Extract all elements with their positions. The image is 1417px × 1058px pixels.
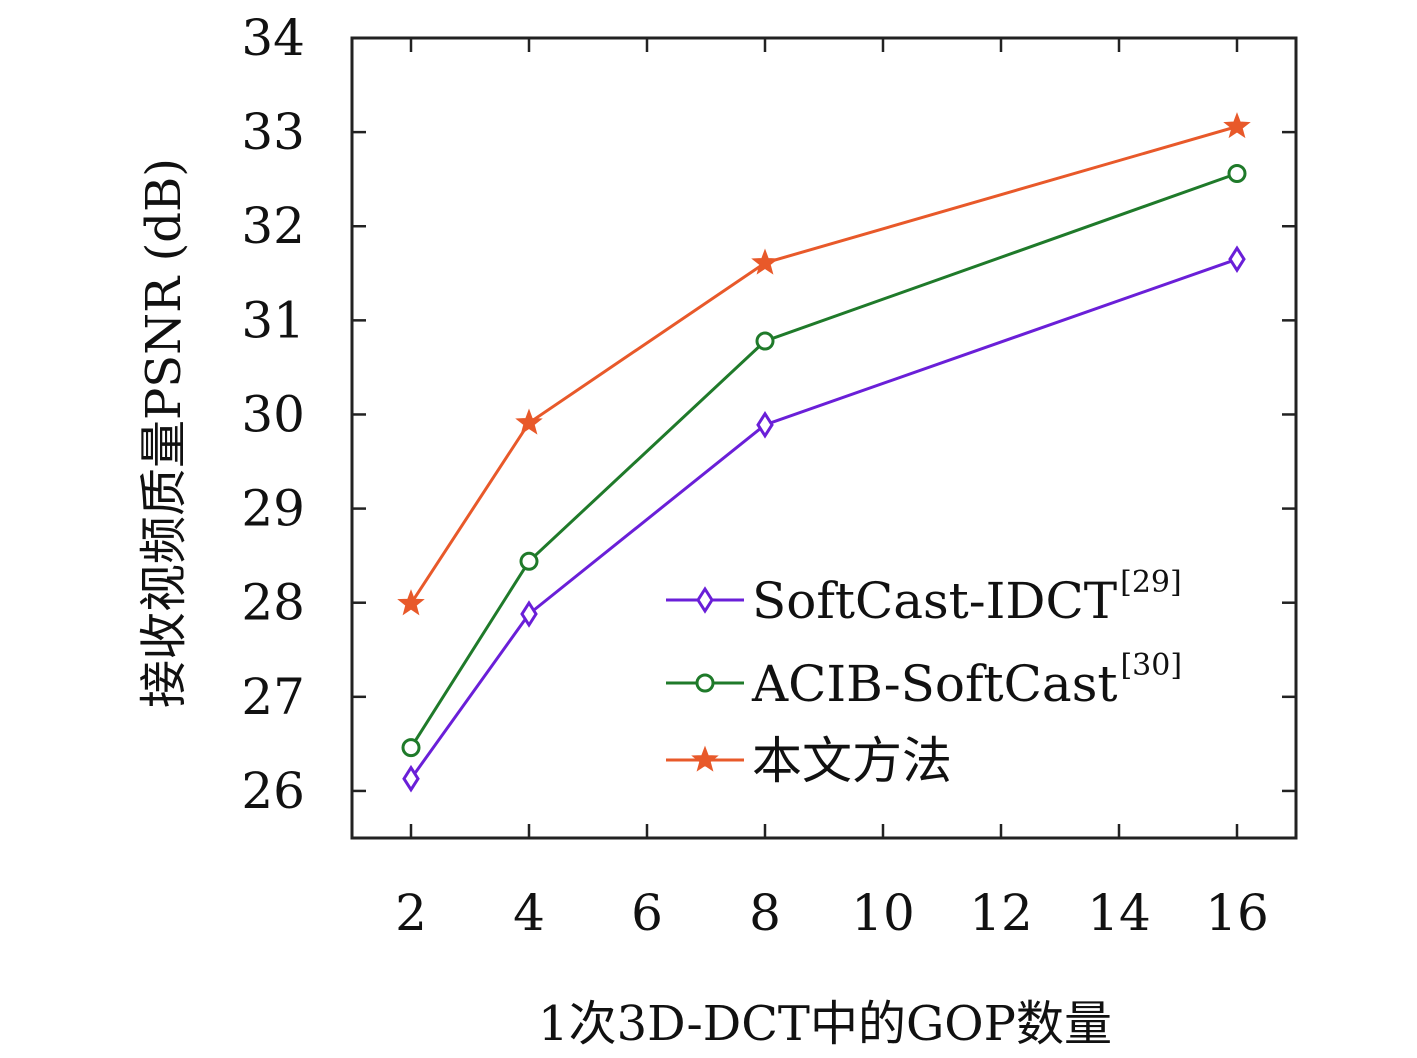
legend-item: ACIB-SoftCast [30] [666, 648, 1182, 713]
data-point-circle [1227, 164, 1247, 184]
legend: SoftCast-IDCT [29] ACIB-SoftCast [30] 本文方法 [666, 565, 1182, 790]
y-tick-label: 32 [241, 197, 305, 255]
y-tick-label: 33 [241, 103, 305, 161]
y-tick-label: 27 [241, 668, 305, 726]
data-point-star [691, 745, 719, 772]
x-tick-label: 16 [1205, 884, 1269, 942]
legend-item: 本文方法 [666, 732, 952, 790]
x-tick-label: 12 [969, 884, 1033, 942]
y-tick-label: 26 [241, 762, 305, 820]
y-axis-title: 接收视频质量PSNR (dB) [136, 158, 192, 708]
legend-ref: [29] [1120, 565, 1182, 600]
data-point-circle [755, 331, 775, 351]
data-point-diamond [696, 586, 714, 614]
data-point-diamond [1228, 245, 1246, 273]
series-line [409, 257, 1238, 780]
data-point-star [397, 589, 425, 616]
legend-label: SoftCast-IDCT [752, 572, 1117, 630]
data-point-circle [401, 738, 421, 758]
x-tick-label: 14 [1087, 884, 1151, 942]
series-0 [402, 245, 1246, 793]
x-tick-label: 8 [749, 884, 781, 942]
legend-label: 本文方法 [752, 732, 952, 790]
data-point-diamond [520, 600, 538, 628]
series-1 [401, 164, 1247, 758]
data-point-star [515, 408, 543, 435]
data-point-diamond [756, 411, 774, 439]
x-axis-ticks: 2 4 6 8 10 12 14 16 [395, 38, 1269, 942]
x-axis-title: 1次3D-DCT中的GOP数量 [538, 996, 1112, 1052]
series-2 [397, 112, 1251, 616]
series-line [409, 125, 1238, 605]
data-point-diamond [402, 764, 420, 793]
y-tick-label: 28 [241, 574, 305, 632]
data-point-star [1223, 112, 1251, 139]
legend-item: SoftCast-IDCT [29] [666, 565, 1182, 630]
y-tick-label: 34 [241, 9, 305, 67]
x-tick-label: 4 [513, 884, 545, 942]
series-layer [397, 112, 1251, 793]
data-point-star [751, 248, 779, 275]
legend-ref: [30] [1120, 648, 1182, 683]
x-tick-label: 6 [631, 884, 663, 942]
series-line [409, 172, 1238, 749]
plot-frame [350, 36, 1298, 840]
data-point-circle [695, 673, 715, 693]
x-tick-label: 2 [395, 884, 427, 942]
data-point-circle [519, 551, 539, 571]
y-tick-label: 31 [241, 291, 305, 349]
legend-label: ACIB-SoftCast [751, 655, 1117, 713]
x-tick-label: 10 [851, 884, 915, 942]
y-tick-label: 30 [241, 385, 305, 443]
y-axis-ticks: 26 27 28 29 30 31 32 33 34 [241, 9, 1296, 820]
y-tick-label: 29 [241, 480, 305, 538]
